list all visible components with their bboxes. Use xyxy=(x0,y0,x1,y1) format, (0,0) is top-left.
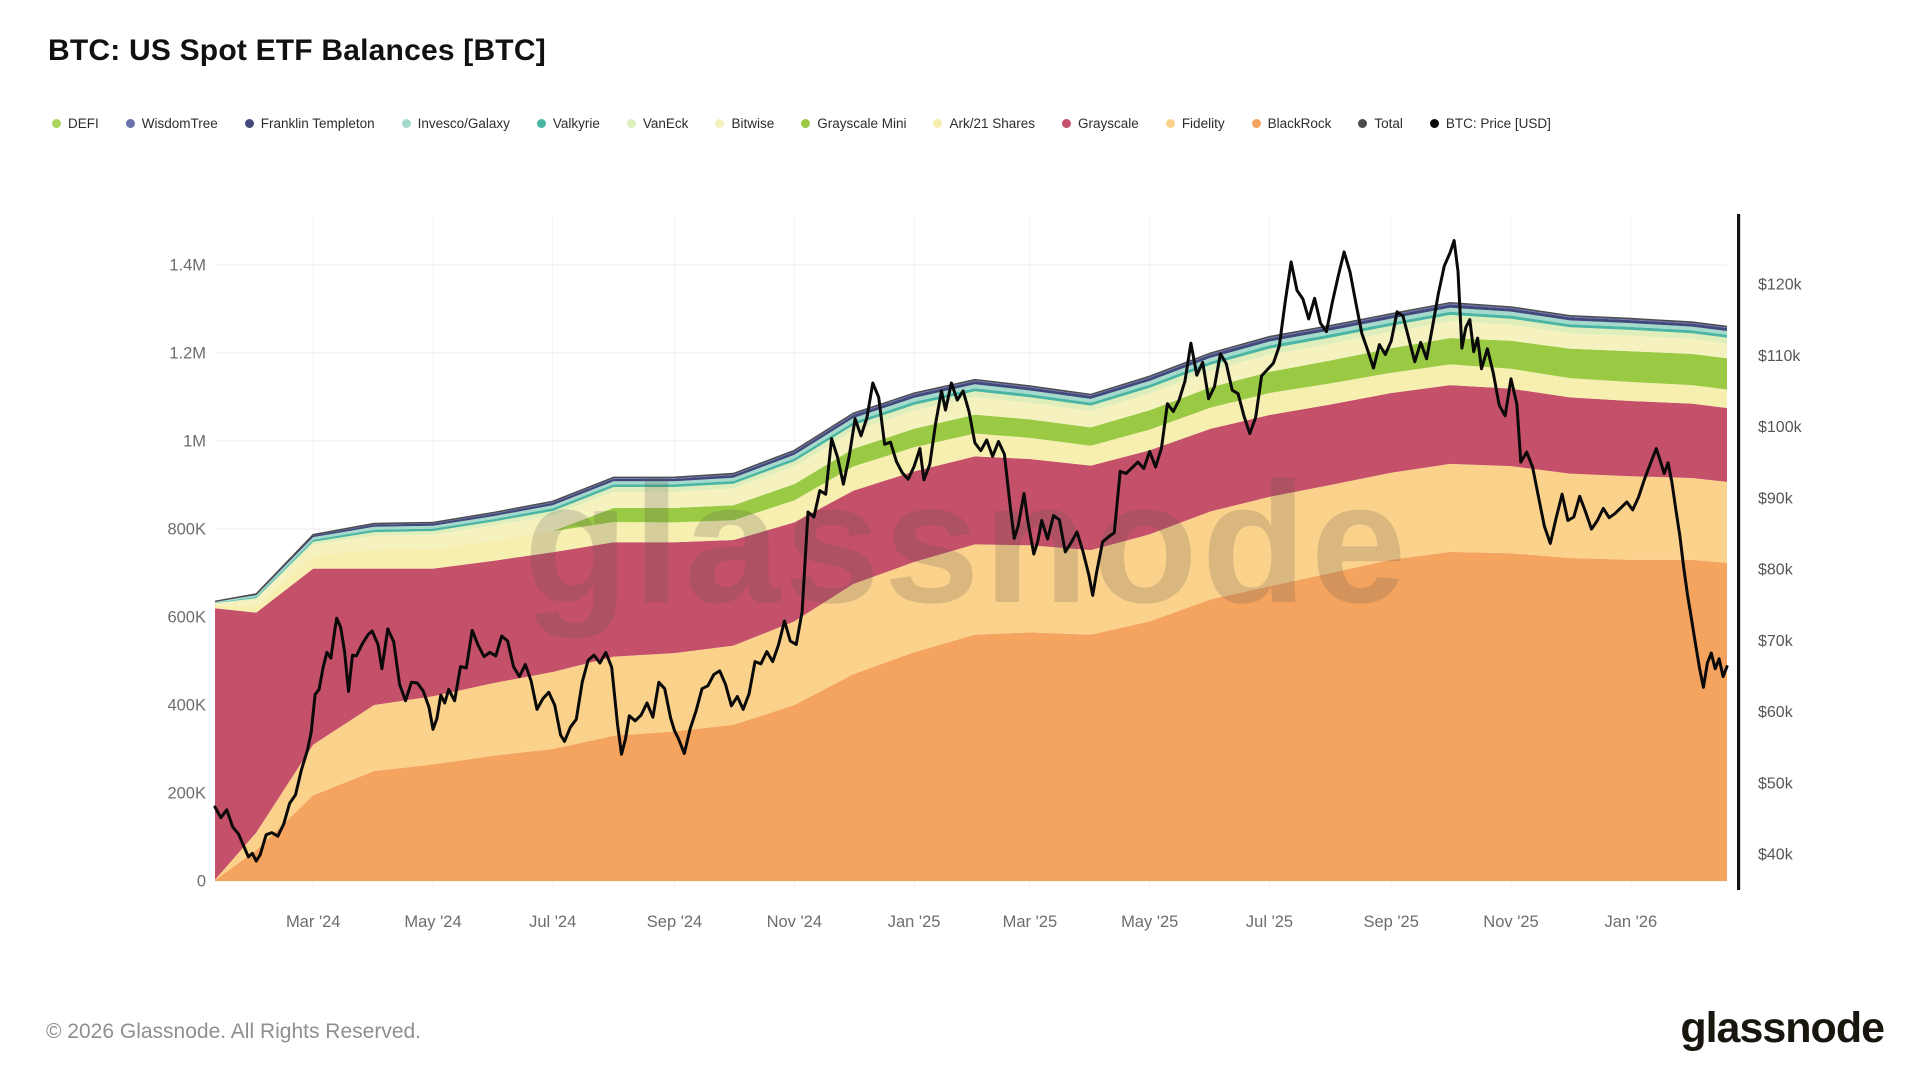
legend-swatch-icon xyxy=(1165,119,1175,128)
legend-label: DEFI xyxy=(68,116,99,131)
legend-swatch-icon xyxy=(536,119,546,128)
y-right-tick-label: $60k xyxy=(1758,704,1794,721)
legend-swatch-icon xyxy=(52,119,61,128)
x-tick-label: Nov '25 xyxy=(1483,913,1538,931)
legend-swatch-icon xyxy=(1062,119,1072,128)
btc-price-line xyxy=(213,239,1729,863)
legend-swatch-icon xyxy=(1358,119,1368,128)
legend-item-bitwise[interactable]: Bitwise xyxy=(715,116,774,131)
legend-label: Ark/21 Shares xyxy=(949,116,1036,131)
legend-label: Franklin Templeton xyxy=(260,116,375,131)
legend-item-blackrock[interactable]: BlackRock xyxy=(1251,116,1332,131)
legend-label: Valkyrie xyxy=(552,116,600,131)
area-blackrock xyxy=(215,551,1727,881)
legend-item-defi[interactable]: DEFI xyxy=(52,116,99,131)
legend-swatch-icon xyxy=(1429,119,1439,128)
y-right-tick-label: $110k xyxy=(1758,348,1801,365)
y-left-tick-label: 600K xyxy=(167,609,206,627)
x-tick-label: Jul '24 xyxy=(529,913,576,931)
page-title: BTC: US Spot ETF Balances [BTC] xyxy=(48,34,546,67)
legend-item-btc-price-usd[interactable]: BTC: Price [USD] xyxy=(1429,116,1551,131)
legend-label: BlackRock xyxy=(1267,116,1332,131)
legend-label: Bitwise xyxy=(731,116,775,131)
legend-label: Grayscale xyxy=(1078,116,1139,131)
legend-swatch-icon xyxy=(801,119,811,128)
legend-item-ark-21-shares[interactable]: Ark/21 Shares xyxy=(933,116,1035,131)
legend-item-total[interactable]: Total xyxy=(1358,116,1403,131)
legend-label: Fidelity xyxy=(1181,116,1225,131)
legend-label: WisdomTree xyxy=(141,116,218,131)
x-tick-label: Jul '25 xyxy=(1246,913,1293,931)
legend-label: Invesco/Galaxy xyxy=(417,116,510,131)
y-right-tick-label: $50k xyxy=(1758,775,1794,792)
area-grayscale xyxy=(215,385,1727,880)
x-tick-label: Nov '24 xyxy=(767,913,822,931)
legend-item-franklin-templeton[interactable]: Franklin Templeton xyxy=(244,116,375,131)
y-right-tick-label: $100k xyxy=(1758,419,1803,436)
y-left-tick-label: 1.2M xyxy=(169,345,206,363)
legend-label: Total xyxy=(1374,116,1403,131)
y-left-tick-label: 0 xyxy=(197,873,206,891)
legend-item-wisdomtree[interactable]: WisdomTree xyxy=(125,116,218,131)
legend-label: Grayscale Mini xyxy=(817,116,907,131)
x-tick-label: Jan '25 xyxy=(888,913,941,931)
copyright-text: © 2026 Glassnode. All Rights Reserved. xyxy=(46,1020,422,1043)
legend-item-grayscale-mini[interactable]: Grayscale Mini xyxy=(801,116,906,131)
y-right-tick-label: $120k xyxy=(1758,277,1803,294)
legend-swatch-icon xyxy=(715,119,725,128)
y-right-tick-label: $90k xyxy=(1758,490,1794,507)
x-tick-label: Sep '25 xyxy=(1363,913,1418,931)
legend-item-vaneck[interactable]: VanEck xyxy=(626,116,689,131)
total-line xyxy=(214,301,1728,602)
right-axis-spine xyxy=(1737,214,1741,890)
area-ark-21-shares xyxy=(215,364,1727,613)
area-grayscale-mini xyxy=(215,338,1727,606)
y-left-tick-label: 400K xyxy=(167,697,206,715)
x-tick-label: May '25 xyxy=(1121,913,1178,931)
x-tick-label: Mar '25 xyxy=(1003,913,1058,931)
legend-swatch-icon xyxy=(244,119,254,128)
legend-swatch-icon xyxy=(125,119,135,128)
x-tick-label: Jan '26 xyxy=(1604,913,1657,931)
y-right-tick-label: $70k xyxy=(1758,633,1794,650)
y-left-tick-label: 1.4M xyxy=(169,257,206,275)
legend-item-valkyrie[interactable]: Valkyrie xyxy=(536,116,600,131)
y-right-tick-label: $40k xyxy=(1758,847,1794,864)
legend-label: VanEck xyxy=(642,116,689,131)
legend-swatch-icon xyxy=(401,119,411,128)
y-left-tick-label: 200K xyxy=(167,785,206,803)
y-right-tick-label: $80k xyxy=(1758,562,1794,579)
y-left-tick-label: 1M xyxy=(183,433,206,451)
legend-swatch-icon xyxy=(626,119,636,128)
y-left-tick-label: 800K xyxy=(167,521,206,539)
legend-swatch-icon xyxy=(1251,119,1261,128)
glassnode-logo: glassnode xyxy=(1680,1004,1885,1052)
legend-item-invesco-galaxy[interactable]: Invesco/Galaxy xyxy=(401,116,510,131)
legend-label: BTC: Price [USD] xyxy=(1445,116,1551,131)
watermark: glassnode xyxy=(524,447,1411,639)
x-tick-label: May '24 xyxy=(404,913,461,931)
legend-item-fidelity[interactable]: Fidelity xyxy=(1165,116,1225,131)
legend-item-grayscale[interactable]: Grayscale xyxy=(1062,116,1139,131)
legend: DEFI WisdomTree Franklin Templeton Invesco/… xyxy=(52,116,1551,131)
x-tick-label: Mar '24 xyxy=(286,913,341,931)
x-tick-label: Sep '24 xyxy=(647,913,702,931)
legend-swatch-icon xyxy=(933,119,943,128)
area-fidelity xyxy=(215,463,1727,881)
